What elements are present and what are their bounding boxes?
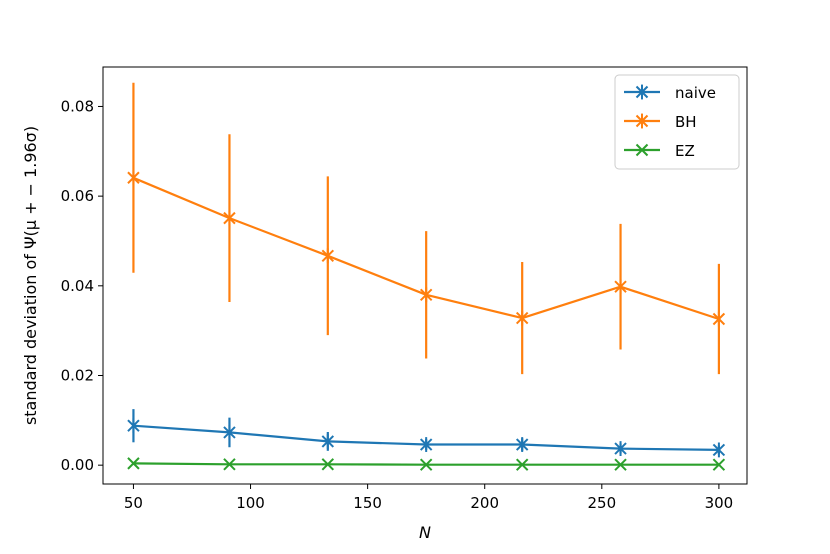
series-naive — [127, 409, 726, 458]
x-tick-label: 250 — [587, 494, 616, 512]
series-bh — [127, 82, 726, 375]
data-point-marker — [635, 113, 649, 129]
data-point-marker — [127, 457, 140, 470]
data-point-marker — [614, 441, 627, 457]
series-layer — [127, 82, 726, 471]
y-tick-label: 0.08 — [61, 97, 94, 115]
x-tick-label: 50 — [124, 494, 143, 512]
legend-label: EZ — [675, 142, 695, 160]
data-point-marker — [419, 437, 433, 452]
data-point-marker — [712, 458, 726, 471]
legend-item-ez: EZ — [624, 142, 695, 160]
plot-frame — [102, 66, 748, 485]
data-point-marker — [635, 84, 649, 100]
data-point-marker — [712, 442, 726, 458]
data-point-marker — [419, 458, 433, 471]
x-axis: 50 100 150 200 250 300 — [124, 484, 733, 512]
y-tick-label: 0.02 — [61, 366, 94, 384]
x-tick-label: 300 — [705, 494, 734, 512]
data-point-marker — [127, 170, 140, 186]
data-point-marker — [515, 310, 529, 326]
x-tick-label: 150 — [353, 494, 382, 512]
data-point-marker — [635, 143, 649, 157]
legend-label: naive — [675, 84, 716, 102]
y-axis: 0.00 0.02 0.04 0.06 0.08 — [61, 97, 103, 474]
data-point-marker — [127, 418, 140, 434]
data-point-marker — [419, 287, 433, 303]
legend-label: BH — [675, 113, 697, 131]
data-point-marker — [223, 210, 236, 226]
x-tick-label: 200 — [470, 494, 499, 512]
data-point-marker — [223, 458, 236, 471]
data-point-marker — [321, 433, 335, 449]
data-point-marker — [321, 248, 335, 264]
x-tick-label: 100 — [236, 494, 265, 512]
x-axis-label: N — [419, 523, 431, 542]
series-ez — [127, 457, 726, 471]
data-point-marker — [515, 437, 529, 452]
legend: naive BH EZ — [614, 74, 740, 170]
legend-item-bh: BH — [624, 113, 697, 131]
data-point-marker — [321, 458, 335, 471]
y-axis-label: standard deviation of Ψ(μ + − 1.96σ) — [21, 126, 40, 425]
data-point-marker — [712, 311, 726, 327]
y-tick-label: 0.06 — [61, 187, 94, 205]
legend-item-naive: naive — [624, 84, 716, 102]
y-tick-label: 0.00 — [61, 456, 94, 474]
data-point-marker — [614, 279, 627, 295]
data-point-marker — [223, 425, 236, 440]
y-tick-label: 0.04 — [61, 277, 94, 295]
data-point-marker — [515, 458, 529, 471]
data-point-marker — [614, 458, 627, 471]
